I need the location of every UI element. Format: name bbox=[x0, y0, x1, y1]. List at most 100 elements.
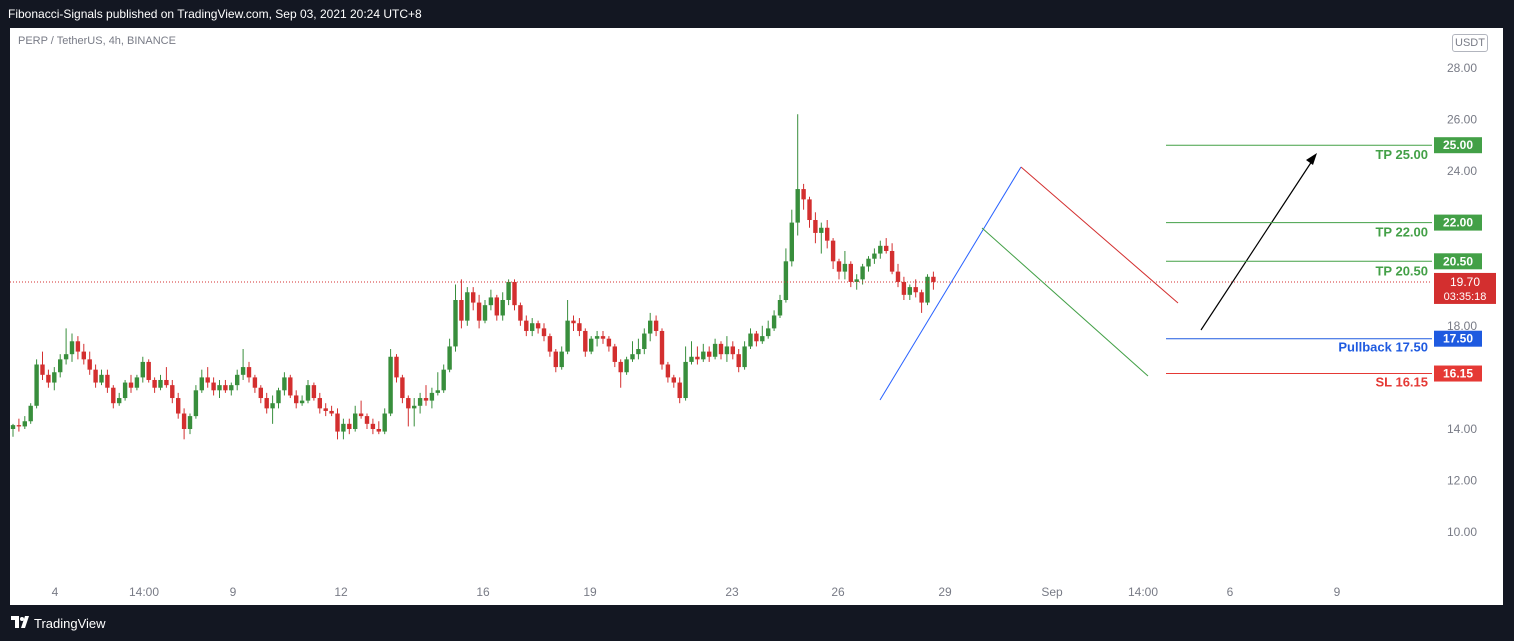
candle-body bbox=[311, 385, 317, 399]
candle-body bbox=[435, 390, 440, 393]
candle-body bbox=[34, 364, 39, 406]
candle-body bbox=[795, 189, 800, 223]
y-tick-label: 14.00 bbox=[1447, 422, 1477, 436]
candle-body bbox=[447, 346, 452, 370]
candle-body bbox=[482, 305, 488, 321]
candle-body bbox=[476, 302, 482, 321]
candle-body bbox=[128, 382, 134, 388]
candle-body bbox=[895, 271, 901, 282]
candle-body bbox=[488, 297, 494, 306]
candle-body bbox=[618, 361, 623, 373]
candle-body bbox=[299, 400, 305, 404]
candle-body bbox=[199, 377, 204, 391]
level-price-badge bbox=[1434, 330, 1482, 347]
projection-arrow-head bbox=[1306, 153, 1317, 165]
candle-body bbox=[754, 333, 759, 342]
candle-body bbox=[235, 374, 240, 386]
footer-brand[interactable]: TradingView bbox=[34, 616, 106, 631]
candle-body bbox=[547, 336, 553, 352]
candle-body bbox=[819, 227, 824, 233]
candle-body bbox=[341, 423, 346, 432]
candle-body bbox=[429, 392, 435, 401]
candle-body bbox=[730, 346, 735, 355]
candle-body bbox=[671, 377, 676, 383]
candle-body bbox=[252, 377, 258, 388]
candle-body bbox=[294, 395, 299, 404]
candle-body bbox=[842, 263, 848, 272]
candle-body bbox=[329, 410, 334, 414]
candle-body bbox=[158, 379, 163, 388]
candle-body bbox=[270, 403, 275, 409]
candle-body bbox=[46, 374, 51, 383]
candle-body bbox=[211, 382, 216, 391]
candle-body bbox=[364, 416, 370, 424]
candle-body bbox=[441, 369, 446, 391]
candle-body bbox=[783, 261, 789, 300]
candle-body bbox=[848, 263, 853, 282]
candle-body bbox=[872, 253, 877, 259]
candle-body bbox=[370, 423, 376, 429]
candle-body bbox=[913, 287, 918, 293]
x-tick-label: 9 bbox=[230, 585, 237, 599]
candle-body bbox=[677, 382, 682, 399]
candle-body bbox=[193, 390, 199, 417]
candle-body bbox=[600, 336, 606, 339]
candle-body bbox=[594, 336, 600, 339]
candle-body bbox=[689, 356, 694, 362]
candle-body bbox=[565, 320, 570, 352]
candle-body bbox=[836, 261, 842, 272]
level-label-tp: TP 20.50 bbox=[1375, 263, 1428, 278]
tradingview-logo-icon[interactable] bbox=[10, 612, 30, 632]
candle-body bbox=[99, 374, 104, 383]
candle-body bbox=[453, 300, 458, 347]
current-price-badge bbox=[1434, 272, 1496, 304]
candle-body bbox=[305, 385, 311, 401]
candle-body bbox=[766, 328, 771, 337]
candle-body bbox=[813, 220, 818, 233]
candle-body bbox=[583, 330, 588, 352]
candle-body bbox=[58, 359, 63, 373]
candle-body bbox=[111, 387, 116, 404]
candle-body bbox=[187, 416, 193, 429]
x-tick-label: 6 bbox=[1227, 585, 1234, 599]
candle-body bbox=[105, 374, 110, 388]
candle-body bbox=[701, 351, 706, 360]
chart-frame[interactable] bbox=[10, 28, 1503, 605]
candle-body bbox=[589, 338, 594, 352]
candle-body bbox=[382, 413, 387, 432]
impulse-trendline bbox=[879, 166, 1022, 401]
candle-body bbox=[282, 377, 287, 391]
candle-body bbox=[93, 369, 98, 383]
x-tick-label: 29 bbox=[938, 585, 952, 599]
level-label-tp: TP 25.00 bbox=[1375, 147, 1428, 162]
candle-body bbox=[170, 385, 175, 399]
candle-body bbox=[518, 305, 523, 321]
x-tick-label: 14:00 bbox=[1128, 585, 1158, 599]
candle-body bbox=[653, 320, 659, 331]
candle-body bbox=[707, 351, 712, 357]
candle-body bbox=[612, 346, 617, 362]
level-price-badge bbox=[1434, 253, 1482, 270]
candle-body bbox=[10, 425, 16, 429]
candle-body bbox=[317, 398, 322, 409]
candle-body bbox=[742, 346, 747, 368]
candle-body bbox=[777, 300, 783, 316]
candle-body bbox=[878, 245, 883, 254]
candle-body bbox=[240, 367, 246, 375]
candle-body bbox=[665, 364, 671, 378]
x-tick-label: 23 bbox=[725, 585, 739, 599]
candle-body bbox=[884, 245, 889, 251]
candle-body bbox=[931, 276, 936, 282]
candle-body bbox=[164, 379, 169, 386]
currency-badge[interactable]: USDT bbox=[1452, 34, 1488, 52]
candle-body bbox=[465, 292, 470, 321]
level-price-badge-text: 22.00 bbox=[1443, 216, 1473, 230]
candle-body bbox=[606, 338, 612, 347]
candle-body bbox=[624, 359, 629, 373]
candle-body bbox=[801, 189, 806, 200]
y-tick-label: 28.00 bbox=[1447, 61, 1477, 75]
channel-lower-line bbox=[981, 227, 1149, 377]
candle-body bbox=[122, 382, 128, 399]
candle-body bbox=[500, 300, 505, 316]
